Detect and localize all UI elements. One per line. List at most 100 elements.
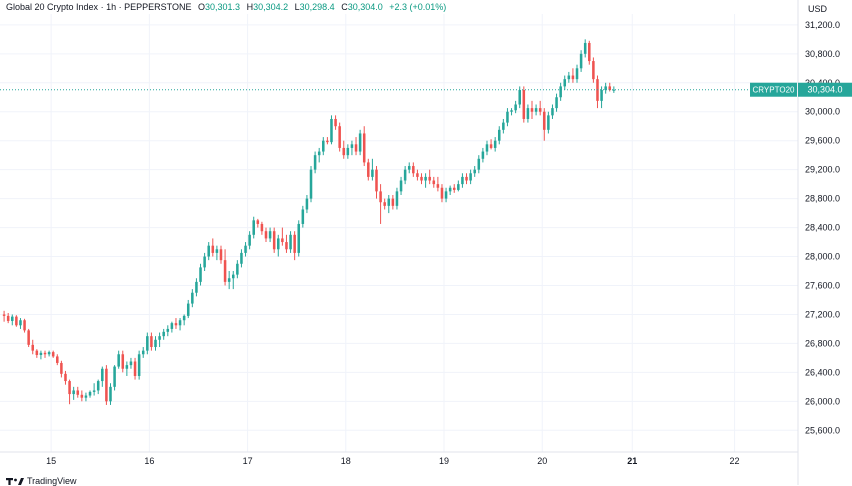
- candle-body: [133, 361, 137, 376]
- candle-body: [27, 330, 30, 345]
- candle-body: [362, 133, 366, 163]
- candle-body: [514, 104, 517, 111]
- y-tick-label: 26,000.0: [805, 396, 840, 406]
- candle-body: [6, 315, 10, 321]
- candle-body: [96, 381, 100, 391]
- candle-body: [19, 320, 22, 326]
- y-tick-label: 28,800.0: [805, 194, 840, 204]
- candle-body: [477, 158, 481, 170]
- candle-body: [92, 390, 96, 392]
- candle-body: [231, 274, 235, 279]
- candle-body: [117, 354, 120, 367]
- candle-body: [452, 187, 456, 190]
- candle-body: [129, 361, 133, 366]
- candle-body: [125, 365, 129, 369]
- candle-body: [407, 166, 411, 170]
- high-value: 30,304.2: [253, 2, 289, 12]
- candle-body: [379, 191, 382, 203]
- candle-body: [567, 75, 571, 80]
- candle-body: [555, 97, 558, 109]
- interval[interactable]: 1h: [106, 2, 117, 12]
- candle-body: [506, 111, 509, 123]
- candle-body: [493, 140, 497, 148]
- candle-body: [309, 169, 313, 199]
- candle-body: [2, 314, 6, 316]
- candle-body: [543, 111, 546, 130]
- candle-body: [485, 144, 489, 152]
- open-value: 30,301.3: [205, 2, 241, 12]
- candle-body: [346, 147, 350, 156]
- high-label: H: [246, 2, 254, 12]
- x-tick-label: 16: [144, 456, 154, 466]
- candle-body: [473, 169, 476, 174]
- candle-body: [272, 231, 276, 250]
- candle-body: [432, 180, 436, 185]
- candle-body: [604, 86, 607, 91]
- candle-body: [256, 220, 260, 224]
- candle-body: [39, 352, 43, 355]
- candle-body: [448, 187, 452, 192]
- candle-body: [121, 354, 125, 369]
- y-tick-label: 25,600.0: [805, 425, 840, 435]
- candle-body: [481, 151, 485, 159]
- candle-body: [182, 315, 186, 321]
- candle-body: [268, 231, 272, 239]
- candle-body: [191, 292, 194, 304]
- symbol-tag-label: CRYPTO20: [753, 86, 795, 95]
- candle-body: [334, 118, 337, 127]
- candle-body: [150, 336, 153, 348]
- y-tick-label: 30,800.0: [805, 49, 840, 59]
- candle-body: [489, 144, 493, 148]
- candle-body: [571, 75, 575, 80]
- instrument-name[interactable]: Global 20 Crypto Index: [6, 2, 99, 12]
- candle-body: [412, 166, 415, 174]
- candle-body: [534, 108, 538, 112]
- candle-body: [326, 140, 329, 143]
- candle-body: [154, 339, 157, 348]
- candle-body: [583, 42, 587, 54]
- candle-body: [338, 126, 341, 148]
- y-tick-label: 28,400.0: [805, 223, 840, 233]
- candle-body: [563, 79, 567, 87]
- candle-body: [260, 223, 264, 232]
- candle-body: [530, 108, 534, 112]
- currency-label[interactable]: USD: [808, 4, 828, 14]
- y-tick-label: 29,200.0: [805, 165, 840, 175]
- candle-body: [137, 354, 141, 376]
- candle-body: [399, 180, 403, 192]
- candle-body: [146, 336, 149, 351]
- candle-body: [469, 173, 472, 181]
- candle-body: [281, 238, 284, 243]
- candle-body: [252, 220, 255, 235]
- close-label: C: [341, 2, 348, 12]
- candle-body: [215, 249, 219, 253]
- x-tick-label: 15: [46, 456, 56, 466]
- candle-body: [203, 256, 206, 268]
- candle-body: [31, 344, 35, 351]
- candle-body: [354, 144, 358, 152]
- candle-body: [80, 394, 84, 398]
- candle-body: [264, 231, 268, 239]
- y-tick-label: 26,400.0: [805, 367, 840, 377]
- candle-body: [207, 245, 210, 257]
- candle-body: [51, 352, 55, 357]
- candle-body: [330, 118, 333, 143]
- change-value: +2.3 (+0.01%): [389, 2, 447, 12]
- candle-body: [174, 323, 178, 326]
- candle-body: [297, 223, 301, 253]
- candle-body: [518, 90, 521, 105]
- candle-body: [285, 242, 288, 250]
- y-tick-label: 30,000.0: [805, 107, 840, 117]
- candle-body: [227, 278, 231, 282]
- candle-body: [72, 390, 75, 395]
- candle-body: [199, 267, 202, 282]
- tradingview-logo[interactable]: TradingView: [6, 476, 77, 486]
- low-value: 30,298.4: [299, 2, 335, 12]
- x-tick-label: 20: [537, 456, 547, 466]
- candle-body: [64, 373, 67, 382]
- candle-body: [293, 234, 296, 253]
- candle-body: [15, 316, 18, 326]
- candle-body: [23, 320, 26, 331]
- candle-body: [244, 245, 247, 253]
